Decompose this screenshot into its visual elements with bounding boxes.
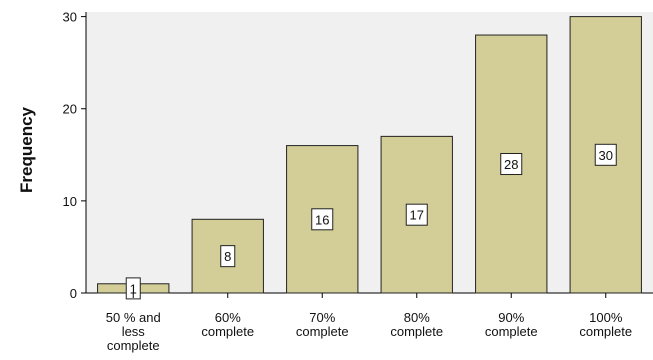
data-label-1: 8 [224,249,231,264]
x-tick-label-5-1: complete [579,324,632,339]
data-label-box-1 [220,245,236,268]
data-label-box-4 [500,153,523,176]
x-tick-label-1-0: 60% [215,310,241,325]
data-label-2: 16 [315,212,329,227]
x-tick-label-4-0: 90% [498,310,524,325]
x-tick-label-0-0: 50 % and [106,310,161,325]
y-axis-title: Frequency [17,106,36,193]
x-tick-label-0-1: less [122,324,146,339]
x-tick-label-0-2: complete [107,338,160,353]
data-label-box-5 [594,143,617,166]
data-label-4: 28 [504,157,518,172]
data-label-0: 1 [130,281,137,296]
data-label-box-2 [311,208,334,231]
y-tick-label-1: 10 [63,194,77,209]
x-tick-label-1-1: complete [201,324,254,339]
y-tick-label-2: 20 [63,102,77,117]
x-tick-label-3-0: 80% [404,310,430,325]
x-tick-label-4-1: complete [485,324,538,339]
plot-area [86,12,653,293]
x-tick-label-2-1: complete [296,324,349,339]
data-label-5: 30 [599,148,613,163]
data-label-box-0 [125,277,141,300]
data-label-box-3 [405,203,428,226]
y-tick-label-0: 0 [70,286,77,301]
y-tick-label-3: 30 [63,10,77,25]
data-label-3: 17 [410,208,424,223]
x-tick-label-5-0: 100% [589,310,623,325]
x-tick-label-2-0: 70% [309,310,335,325]
x-tick-label-3-1: complete [390,324,443,339]
